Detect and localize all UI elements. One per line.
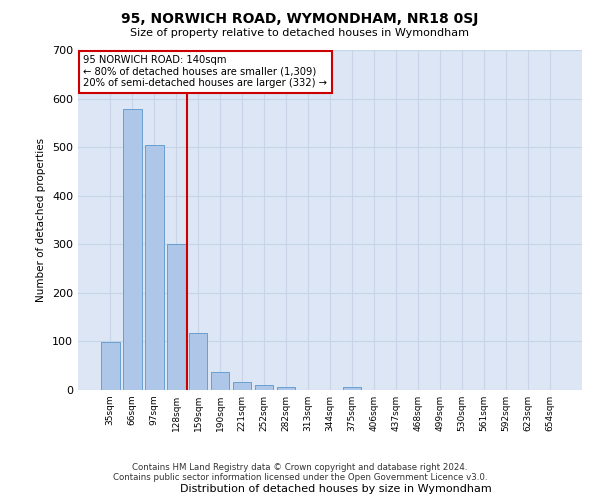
Text: Contains public sector information licensed under the Open Government Licence v3: Contains public sector information licen… xyxy=(113,474,487,482)
Text: Contains HM Land Registry data © Crown copyright and database right 2024.: Contains HM Land Registry data © Crown c… xyxy=(132,464,468,472)
Bar xyxy=(167,244,185,390)
Bar xyxy=(123,110,142,390)
Text: 95, NORWICH ROAD, WYMONDHAM, NR18 0SJ: 95, NORWICH ROAD, WYMONDHAM, NR18 0SJ xyxy=(121,12,479,26)
Y-axis label: Number of detached properties: Number of detached properties xyxy=(37,138,46,302)
Text: Distribution of detached houses by size in Wymondham: Distribution of detached houses by size … xyxy=(180,484,492,494)
Bar xyxy=(145,144,164,390)
Bar xyxy=(233,382,251,390)
Bar xyxy=(211,372,229,390)
Text: Size of property relative to detached houses in Wymondham: Size of property relative to detached ho… xyxy=(131,28,470,38)
Bar xyxy=(277,386,295,390)
Bar xyxy=(101,342,119,390)
Text: 95 NORWICH ROAD: 140sqm
← 80% of detached houses are smaller (1,309)
20% of semi: 95 NORWICH ROAD: 140sqm ← 80% of detache… xyxy=(83,55,327,88)
Bar xyxy=(189,332,208,390)
Bar xyxy=(255,385,274,390)
Bar xyxy=(343,387,361,390)
